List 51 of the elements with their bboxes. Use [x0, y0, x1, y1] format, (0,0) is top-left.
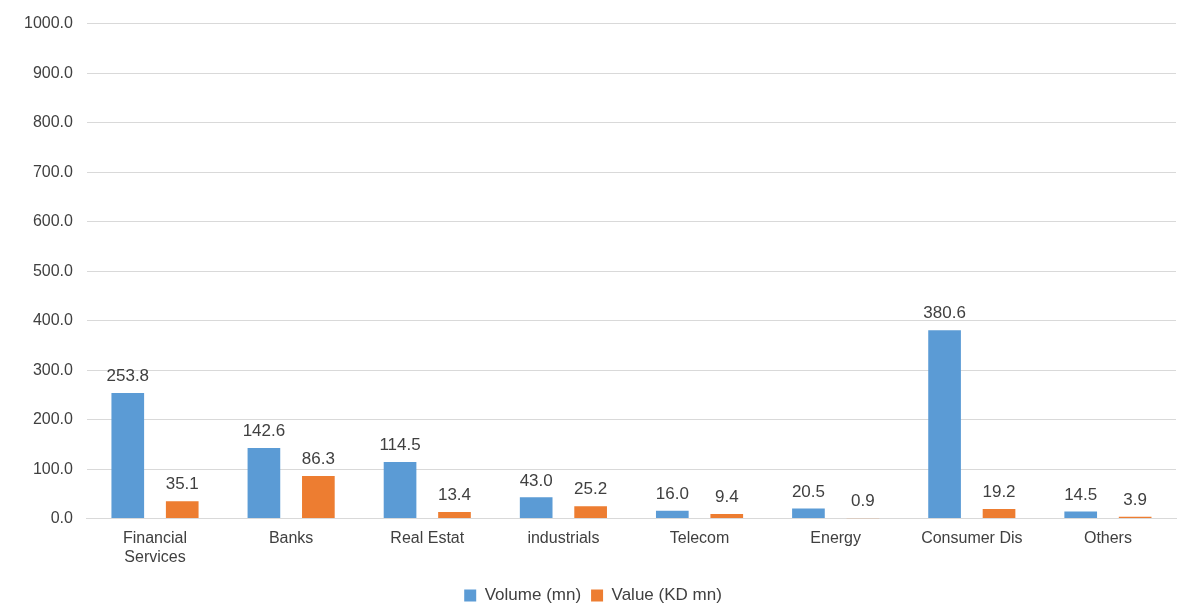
data-label: 380.6 — [923, 303, 966, 323]
y-tick-label: 500.0 — [32, 261, 74, 279]
x-tick-label: Real Estat — [390, 528, 465, 546]
bar — [574, 506, 607, 519]
data-label: 16.0 — [655, 483, 689, 503]
bar — [710, 513, 744, 519]
data-label: 114.5 — [379, 435, 421, 455]
x-tick-label: Financial Services — [122, 528, 188, 565]
y-tick-label: 200.0 — [32, 410, 74, 428]
y-tick-label: 100.0 — [32, 459, 74, 477]
bar — [1064, 511, 1098, 519]
x-tick-label: Banks — [268, 528, 314, 546]
bar — [247, 448, 281, 519]
bar — [982, 509, 1016, 519]
x-tick-label: Telecom — [669, 528, 730, 546]
bar — [792, 508, 825, 519]
bar — [655, 510, 689, 519]
bar — [928, 330, 961, 519]
y-tick-label: 700.0 — [32, 162, 74, 180]
y-tick-label: 600.0 — [32, 212, 74, 230]
data-label: 13.4 — [437, 485, 472, 505]
x-tick-label: industrials — [527, 528, 600, 546]
data-label: 3.9 — [1123, 489, 1147, 509]
data-label: 0.9 — [851, 491, 875, 511]
x-tick-label: Consumer Dis — [921, 528, 1023, 546]
data-label: 86.3 — [301, 449, 335, 469]
data-label: 43.0 — [519, 470, 553, 490]
bar — [165, 501, 199, 519]
y-tick-label: 0.0 — [50, 509, 74, 527]
y-tick-label: 1000.0 — [24, 14, 74, 32]
y-tick-label: 300.0 — [32, 360, 74, 378]
data-label: 35.1 — [165, 474, 199, 494]
bar — [302, 475, 335, 519]
bar — [438, 511, 471, 519]
data-label: 9.4 — [714, 487, 739, 507]
data-label: 19.2 — [982, 482, 1016, 502]
bar — [519, 497, 553, 519]
data-label: 14.5 — [1064, 484, 1098, 504]
y-tick-label: 900.0 — [32, 63, 74, 81]
legend-label: Value (KD mn) — [611, 585, 722, 605]
data-label: 142.6 — [242, 421, 286, 441]
x-tick-label: Others — [1083, 528, 1132, 546]
legend-label: Volume (mn) — [484, 585, 582, 605]
bar — [111, 392, 145, 519]
bar — [383, 461, 417, 519]
data-label: 20.5 — [791, 481, 825, 501]
y-tick-label: 400.0 — [32, 311, 74, 329]
data-label: 253.8 — [106, 366, 150, 386]
x-tick-label: Energy — [810, 528, 862, 546]
data-label: 25.2 — [574, 479, 608, 499]
y-tick-label: 800.0 — [32, 113, 74, 131]
